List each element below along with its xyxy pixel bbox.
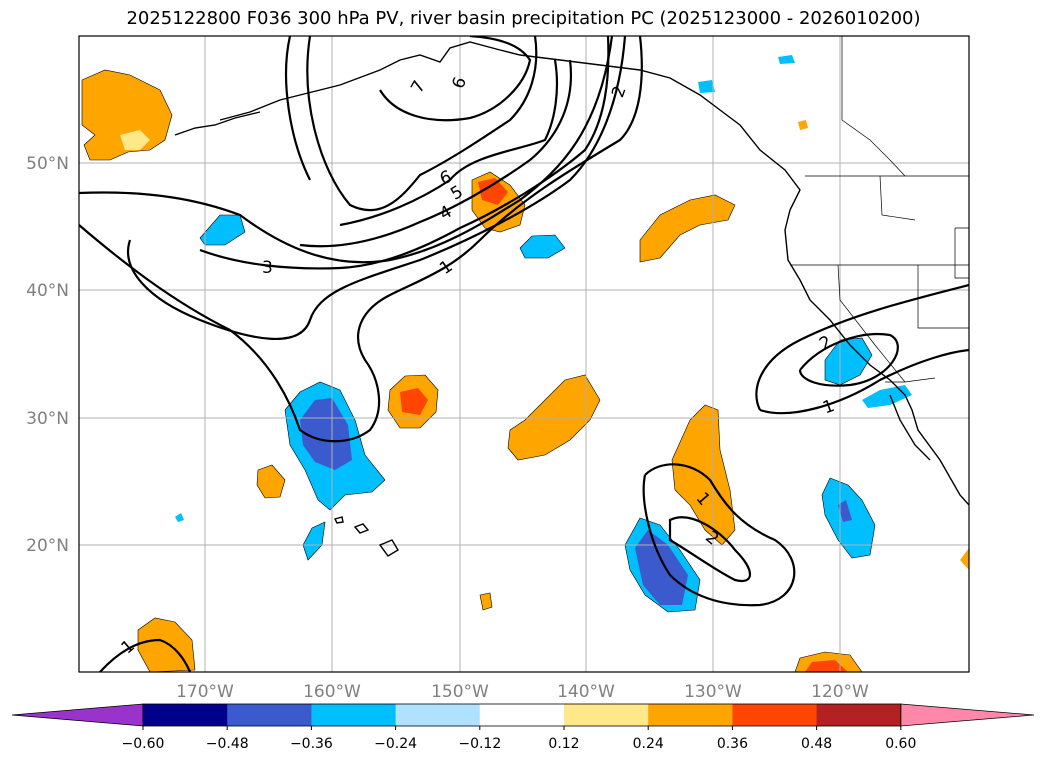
lat-label-20n: 20°N — [26, 536, 69, 556]
lon-label-140w: 140°W — [557, 682, 615, 702]
border-alaska-canada — [841, 36, 906, 177]
coast-hawaii-big — [378, 539, 399, 557]
precip-blob-20n-161w — [302, 521, 326, 561]
coast-baja — [889, 394, 931, 461]
precip-blob-10n-122w-core — [805, 660, 848, 672]
lat-labels: 50°N 40°N 30°N 20°N — [26, 154, 69, 556]
colorbar-tick-label: −0.48 — [206, 736, 249, 752]
colorbar-extend-low — [11, 703, 144, 727]
pv-contour-1-east — [755, 283, 969, 411]
pv-contour-2-east — [798, 333, 899, 387]
colorbar-segment — [564, 704, 649, 726]
border-state-3 — [917, 265, 969, 329]
coast-north-america — [784, 209, 969, 506]
pv-contour-6 — [339, 59, 559, 227]
pv-contour-1-sw — [99, 638, 192, 672]
colorbar-tick-label: −0.36 — [290, 736, 333, 752]
colorbar-tick-label: 0.12 — [548, 736, 579, 752]
precip-blob-nw-light — [120, 130, 150, 150]
map-frame — [78, 35, 970, 673]
colorbar-segment — [479, 704, 565, 726]
border-us-mexico — [885, 377, 936, 383]
precip-blob-51n-121w — [798, 120, 808, 130]
precip-blob-55n-130w — [698, 80, 715, 93]
colorbar-segment — [395, 704, 481, 726]
lon-label-120w: 120°W — [811, 682, 869, 702]
precip-negative-shading — [175, 55, 912, 613]
coast-alaska — [219, 41, 801, 211]
precip-blob-16n-149w — [479, 592, 493, 611]
pv-contour-7 — [379, 36, 532, 122]
colorbar-segment — [648, 704, 733, 726]
precip-blob-25n-166w — [256, 464, 286, 499]
colorbar-outline — [142, 703, 902, 727]
colorbar-tick-label: −0.12 — [458, 736, 501, 752]
colorbar-segment — [143, 704, 228, 726]
lat-label-50n: 50°N — [26, 154, 69, 174]
border-state-1 — [879, 175, 916, 221]
pv-contour-4 — [199, 36, 610, 270]
colorbar-tick-label: −0.60 — [122, 736, 165, 752]
lon-label-160w: 160°W — [303, 682, 361, 702]
precip-blob-31n-155w-core — [400, 388, 428, 415]
coastlines — [174, 41, 969, 557]
colorbar: −0.60 −0.48 −0.36 −0.24 −0.12 0.12 0.24 0.36 0.4… — [11, 703, 1035, 752]
pv-contour-1-south — [642, 463, 796, 607]
colorbar-segment — [311, 704, 397, 726]
precip-blob-47n-150w-core — [478, 178, 508, 205]
pv-contour-north-1 — [285, 36, 311, 181]
colorbar-extend-high — [900, 703, 1035, 727]
colorbar-segment — [227, 704, 312, 726]
precip-blob-20n-135w-core — [635, 530, 688, 605]
precip-blob-12n-172w — [137, 617, 196, 672]
map-gridlines — [79, 36, 969, 672]
pv-contours — [79, 36, 969, 672]
colorbar-tick-label: 0.36 — [717, 736, 748, 752]
colorbar-tick-label: 0.48 — [801, 736, 832, 752]
coast-hawaii-maui — [353, 523, 370, 534]
precip-blob-22n-171w — [175, 513, 184, 522]
colorbar-tick-label: −0.24 — [374, 736, 417, 752]
pv-contour-1-west — [79, 36, 643, 443]
precip-blob-43n-148w — [519, 234, 566, 259]
colorbar-tick-label: 0.24 — [633, 736, 664, 752]
pv-contour-2 — [79, 36, 614, 264]
precip-blob-57n-122w — [778, 55, 795, 64]
map-background — [79, 36, 969, 672]
pv-contour-6-inner — [306, 36, 538, 212]
colorbar-segment — [816, 704, 902, 726]
border-state-5 — [954, 227, 969, 279]
lon-label-170w: 170°W — [176, 682, 234, 702]
precip-blob-21n-120w-core — [838, 500, 852, 522]
pv-contour-1-east-lower — [759, 348, 969, 415]
precip-blob-30n-116w — [862, 385, 912, 408]
lat-label-30n: 30°N — [26, 409, 69, 429]
lon-label-130w: 130°W — [684, 682, 742, 702]
precip-blob-nw — [81, 69, 173, 161]
pv-contour-3 — [127, 36, 627, 340]
lon-labels: 170°W 160°W 150°W 140°W 130°W 120°W — [176, 682, 869, 702]
lon-label-150w: 150°W — [431, 682, 489, 702]
precip-blob-20n-114w — [960, 548, 969, 570]
colorbar-tick-label: 0.60 — [885, 736, 916, 752]
colorbar-segments — [11, 703, 1035, 727]
precip-blob-46n-135w — [639, 194, 736, 263]
coast-aleutians — [174, 111, 261, 136]
precip-blob-29n-160w-core — [300, 398, 352, 470]
map-title: 2025122800 F036 300 hPa PV, river basin … — [126, 8, 921, 29]
lat-label-40n: 40°N — [26, 281, 69, 301]
contour-label: 3 — [262, 258, 273, 278]
pv-contour-2-south — [668, 516, 752, 583]
coast-hawaii-oahu — [333, 516, 344, 524]
pv-contour-5 — [299, 59, 572, 248]
colorbar-tick-labels: −0.60 −0.48 −0.36 −0.24 −0.12 0.12 0.24 0.36 0.4… — [122, 726, 916, 752]
colorbar-segment — [732, 704, 818, 726]
